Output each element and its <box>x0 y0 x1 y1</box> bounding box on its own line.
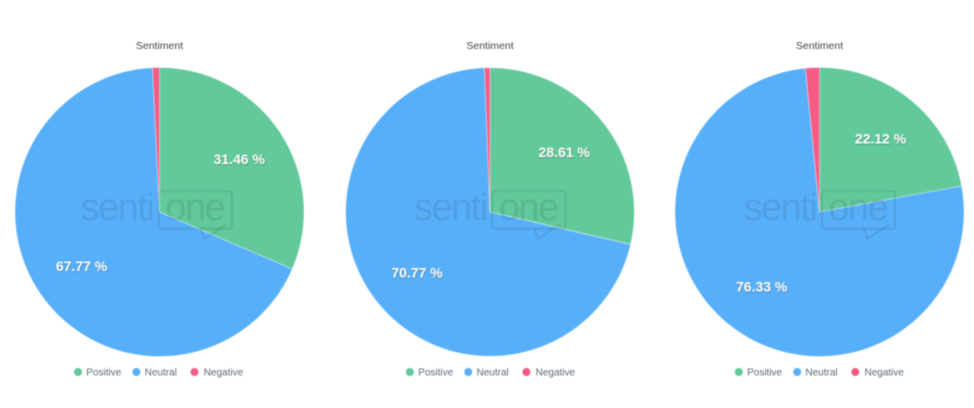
svg-text:28.61 %: 28.61 % <box>539 144 591 160</box>
svg-text:Sentiment: Sentiment <box>796 40 843 52</box>
svg-text:one: one <box>499 187 558 229</box>
svg-text:senti: senti <box>81 187 154 229</box>
svg-text:70.77 %: 70.77 % <box>391 265 443 281</box>
svg-text:28.61 %: 28.61 % <box>539 144 591 160</box>
svg-text:67.77 %: 67.77 % <box>56 258 108 274</box>
svg-text:one: one <box>165 187 224 229</box>
svg-text:Sentiment: Sentiment <box>466 40 513 52</box>
svg-text:Positive: Positive <box>418 368 453 379</box>
svg-text:31.46 %: 31.46 % <box>214 151 266 167</box>
svg-text:67.77 %: 67.77 % <box>56 258 108 274</box>
svg-text:Negative: Negative <box>536 368 576 379</box>
svg-text:70.77 %: 70.77 % <box>391 265 443 281</box>
svg-text:senti: senti <box>744 187 817 229</box>
svg-text:Neutral: Neutral <box>477 368 509 379</box>
svg-text:31.46 %: 31.46 % <box>214 151 266 167</box>
svg-text:76.33 %: 76.33 % <box>736 279 788 295</box>
svg-text:Positive: Positive <box>86 368 121 379</box>
svg-text:22.12 %: 22.12 % <box>855 131 907 147</box>
svg-text:one: one <box>828 187 887 229</box>
svg-text:22.12 %: 22.12 % <box>855 131 907 147</box>
svg-text:Positive: Positive <box>747 368 782 379</box>
svg-text:Negative: Negative <box>204 368 244 379</box>
svg-text:76.33 %: 76.33 % <box>736 279 788 295</box>
svg-text:Sentiment: Sentiment <box>136 40 183 52</box>
svg-text:Neutral: Neutral <box>805 368 837 379</box>
svg-text:Negative: Negative <box>865 368 905 379</box>
svg-text:Neutral: Neutral <box>145 368 177 379</box>
svg-text:senti: senti <box>414 187 487 229</box>
